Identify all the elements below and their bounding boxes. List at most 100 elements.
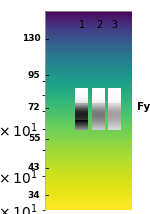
- Bar: [75, 117, 88, 118]
- Bar: [75, 88, 88, 89]
- Bar: [92, 129, 105, 130]
- Bar: [75, 89, 88, 90]
- Bar: [75, 115, 88, 116]
- Bar: [75, 95, 88, 96]
- Bar: [75, 108, 88, 109]
- Bar: [108, 130, 121, 131]
- Bar: [75, 116, 88, 117]
- Bar: [108, 122, 121, 123]
- Bar: [108, 89, 121, 90]
- Bar: [75, 129, 88, 130]
- Bar: [108, 91, 121, 92]
- Bar: [108, 128, 121, 129]
- Bar: [75, 125, 88, 126]
- Bar: [75, 107, 88, 108]
- Bar: [108, 127, 121, 128]
- Bar: [108, 110, 121, 111]
- Bar: [92, 103, 105, 104]
- Bar: [108, 115, 121, 116]
- Bar: [108, 103, 121, 104]
- Bar: [108, 90, 121, 91]
- Text: 3: 3: [112, 20, 118, 30]
- Bar: [108, 100, 121, 101]
- Bar: [108, 101, 121, 102]
- Bar: [75, 118, 88, 119]
- Bar: [92, 104, 105, 105]
- Bar: [108, 129, 121, 130]
- Bar: [75, 127, 88, 128]
- Bar: [92, 107, 105, 108]
- Bar: [108, 93, 121, 94]
- Bar: [92, 90, 105, 91]
- Bar: [92, 93, 105, 94]
- Bar: [108, 111, 121, 112]
- Text: 72: 72: [28, 103, 40, 112]
- Bar: [75, 102, 88, 103]
- Bar: [108, 88, 121, 89]
- Text: 55: 55: [28, 134, 40, 143]
- Text: 95: 95: [28, 71, 40, 80]
- Bar: [75, 90, 88, 91]
- Bar: [108, 106, 121, 107]
- Text: Fyn: Fyn: [136, 102, 150, 112]
- Text: 43: 43: [28, 163, 40, 172]
- Text: 34: 34: [28, 191, 40, 200]
- Bar: [108, 102, 121, 103]
- Bar: [108, 118, 121, 119]
- Bar: [75, 114, 88, 115]
- Bar: [75, 100, 88, 101]
- Bar: [92, 109, 105, 110]
- Bar: [75, 91, 88, 92]
- Bar: [75, 120, 88, 121]
- Bar: [75, 99, 88, 100]
- Bar: [108, 126, 121, 127]
- Bar: [92, 88, 105, 89]
- Bar: [75, 92, 88, 93]
- Bar: [75, 98, 88, 99]
- Bar: [92, 112, 105, 113]
- Bar: [108, 117, 121, 118]
- Bar: [75, 96, 88, 97]
- Bar: [92, 119, 105, 120]
- Bar: [75, 93, 88, 94]
- Bar: [92, 102, 105, 103]
- Bar: [92, 117, 105, 118]
- Bar: [92, 111, 105, 112]
- Bar: [75, 113, 88, 114]
- Bar: [75, 101, 88, 102]
- Bar: [92, 130, 105, 131]
- Bar: [108, 112, 121, 113]
- Bar: [108, 114, 121, 115]
- Bar: [92, 94, 105, 95]
- Bar: [75, 112, 88, 113]
- Bar: [92, 99, 105, 100]
- Bar: [75, 121, 88, 122]
- Bar: [75, 94, 88, 95]
- Bar: [75, 130, 88, 131]
- Bar: [108, 119, 121, 120]
- Bar: [75, 110, 88, 111]
- Bar: [92, 92, 105, 93]
- Bar: [75, 104, 88, 105]
- Bar: [75, 122, 88, 123]
- Bar: [108, 98, 121, 99]
- Bar: [75, 123, 88, 124]
- Bar: [92, 100, 105, 101]
- Bar: [92, 105, 105, 106]
- Bar: [92, 126, 105, 127]
- Bar: [108, 120, 121, 121]
- Bar: [108, 94, 121, 95]
- Bar: [92, 97, 105, 98]
- Bar: [75, 109, 88, 110]
- Bar: [92, 115, 105, 116]
- Bar: [92, 125, 105, 126]
- Bar: [75, 97, 88, 98]
- Bar: [108, 107, 121, 108]
- Bar: [108, 121, 121, 122]
- Bar: [92, 96, 105, 97]
- Bar: [92, 98, 105, 99]
- Bar: [75, 128, 88, 129]
- Text: 1: 1: [78, 20, 85, 30]
- Bar: [92, 122, 105, 123]
- Bar: [108, 113, 121, 114]
